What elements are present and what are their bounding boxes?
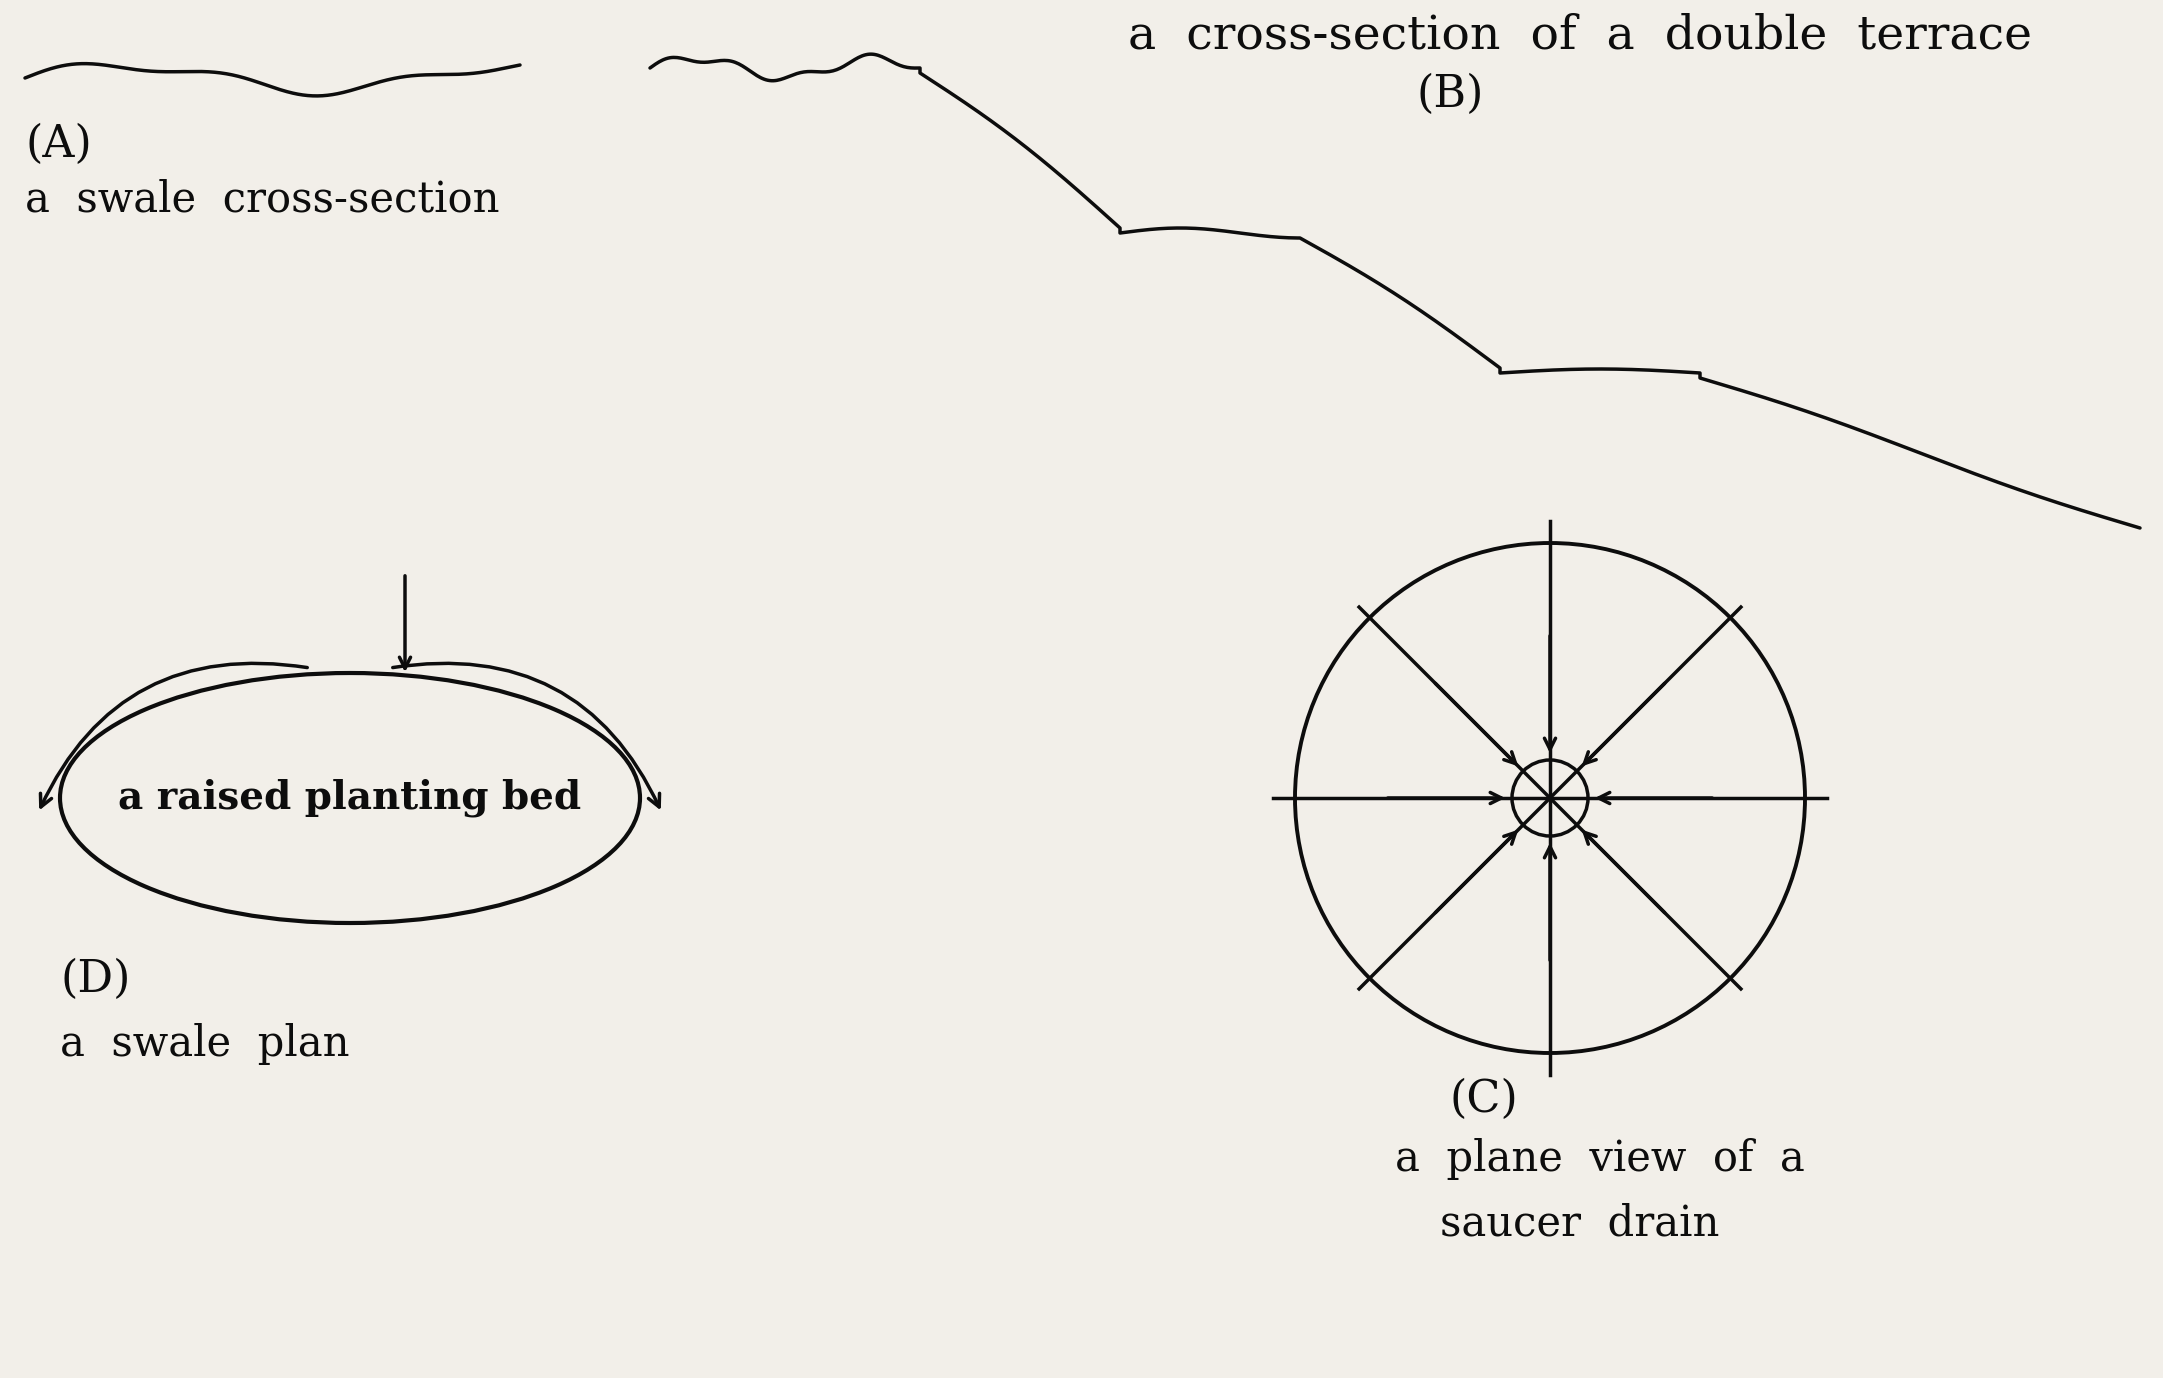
Text: a  plane  view  of  a: a plane view of a (1395, 1138, 1804, 1180)
Text: (C): (C) (1449, 1078, 1518, 1122)
Text: (A): (A) (26, 123, 91, 167)
Text: (D): (D) (61, 958, 130, 1002)
Text: saucer  drain: saucer drain (1441, 1203, 1720, 1244)
Text: a  cross-section  of  a  double  terrace: a cross-section of a double terrace (1127, 12, 2031, 58)
Text: a  swale  cross-section: a swale cross-section (26, 178, 500, 220)
Text: (B): (B) (1417, 73, 1484, 116)
Text: a raised planting bed: a raised planting bed (119, 779, 582, 817)
Text: a  swale  plan: a swale plan (61, 1022, 350, 1065)
